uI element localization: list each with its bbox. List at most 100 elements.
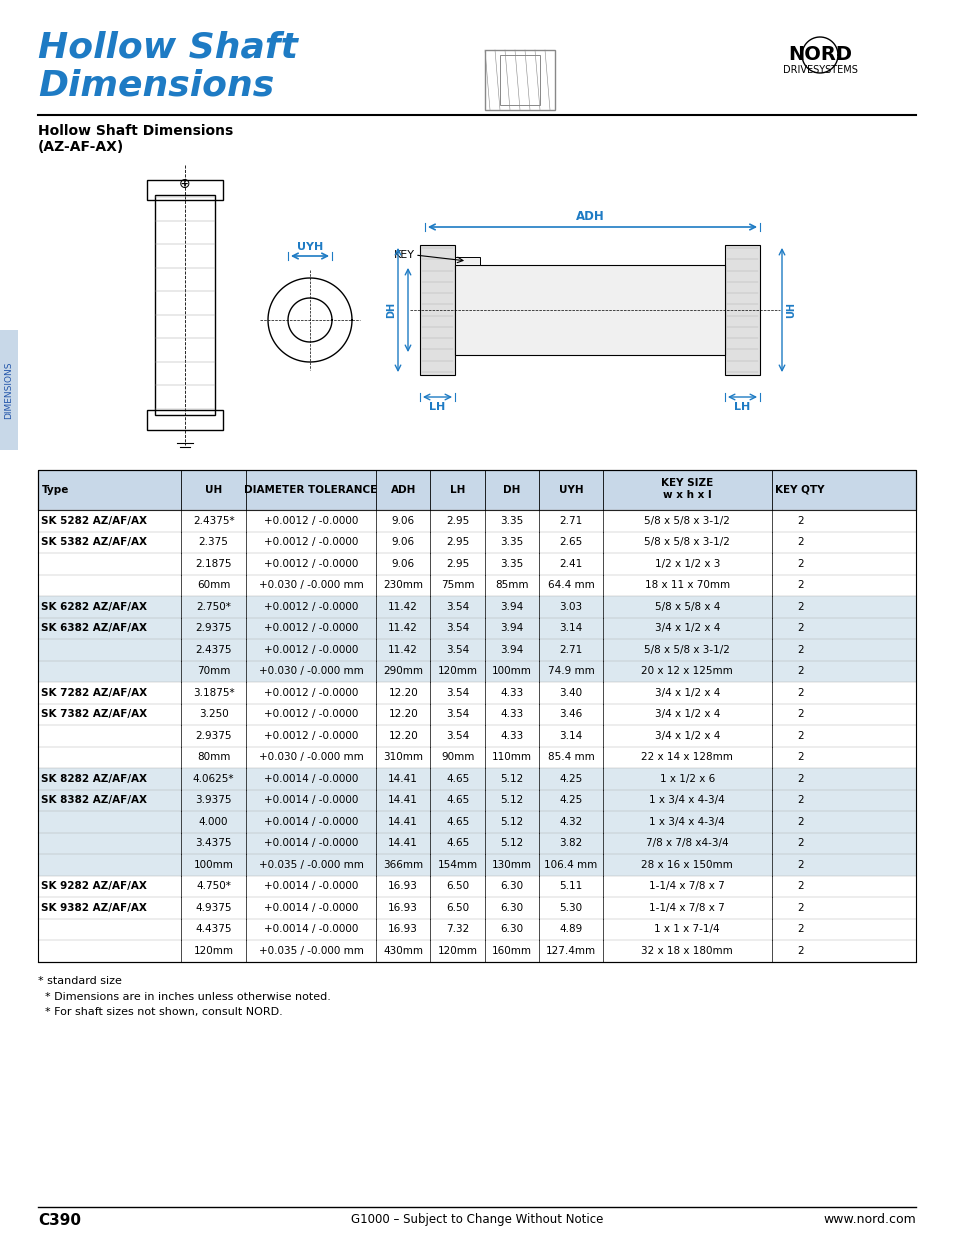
Text: 3/4 x 1/2 x 4: 3/4 x 1/2 x 4	[654, 688, 720, 698]
Text: LH: LH	[734, 403, 750, 412]
Text: 2.65: 2.65	[558, 537, 582, 547]
Text: 1 x 1/2 x 6: 1 x 1/2 x 6	[659, 774, 714, 784]
Text: 1/2 x 1/2 x 3: 1/2 x 1/2 x 3	[654, 558, 720, 569]
Text: 2: 2	[796, 839, 802, 848]
Text: 366mm: 366mm	[383, 860, 423, 869]
Text: 7/8 x 7/8 x4-3/4: 7/8 x 7/8 x4-3/4	[645, 839, 728, 848]
Text: SK 7282 AZ/AF/AX: SK 7282 AZ/AF/AX	[41, 688, 147, 698]
Text: 2.95: 2.95	[446, 537, 469, 547]
Text: 2: 2	[796, 924, 802, 934]
Text: SK 6282 AZ/AF/AX: SK 6282 AZ/AF/AX	[41, 601, 147, 611]
Text: 2.750*: 2.750*	[196, 601, 231, 611]
Text: 14.41: 14.41	[388, 839, 417, 848]
Text: 3.82: 3.82	[558, 839, 582, 848]
Text: 3.03: 3.03	[558, 601, 582, 611]
Text: 9.06: 9.06	[392, 537, 415, 547]
Text: +0.0012 / -0.0000: +0.0012 / -0.0000	[264, 645, 358, 655]
Text: 2: 2	[796, 946, 802, 956]
Bar	[38, 876, 915, 897]
Text: 3/4 x 1/2 x 4: 3/4 x 1/2 x 4	[654, 731, 720, 741]
Bar	[38, 725, 915, 746]
Text: 6.30: 6.30	[500, 903, 523, 913]
Text: 5.12: 5.12	[500, 816, 523, 826]
Text: UH: UH	[785, 303, 795, 317]
Text: 3/4 x 1/2 x 4: 3/4 x 1/2 x 4	[654, 624, 720, 634]
Text: 230mm: 230mm	[383, 580, 423, 590]
Text: SK 8382 AZ/AF/AX: SK 8382 AZ/AF/AX	[41, 795, 147, 805]
Text: www.nord.com: www.nord.com	[822, 1213, 915, 1226]
Text: 3.40: 3.40	[558, 688, 582, 698]
Text: 106.4 mm: 106.4 mm	[544, 860, 597, 869]
Text: 2: 2	[796, 537, 802, 547]
Text: 130mm: 130mm	[492, 860, 532, 869]
Text: 1-1/4 x 7/8 x 7: 1-1/4 x 7/8 x 7	[649, 903, 724, 913]
Text: +0.030 / -0.000 mm: +0.030 / -0.000 mm	[258, 580, 363, 590]
Text: 80mm: 80mm	[196, 752, 230, 762]
Text: +0.0012 / -0.0000: +0.0012 / -0.0000	[264, 709, 358, 719]
Text: +0.0012 / -0.0000: +0.0012 / -0.0000	[264, 624, 358, 634]
Text: 5.12: 5.12	[500, 795, 523, 805]
Text: C390: C390	[38, 1213, 81, 1228]
Text: 9.06: 9.06	[392, 516, 415, 526]
Text: +0.0014 / -0.0000: +0.0014 / -0.0000	[264, 816, 358, 826]
Text: 2.1875: 2.1875	[195, 558, 232, 569]
Text: UYH: UYH	[558, 485, 582, 495]
Text: 4.25: 4.25	[558, 795, 582, 805]
Text: 2.4375: 2.4375	[195, 645, 232, 655]
Text: 4.33: 4.33	[500, 709, 523, 719]
Text: G1000 – Subject to Change Without Notice: G1000 – Subject to Change Without Notice	[351, 1213, 602, 1226]
Text: 14.41: 14.41	[388, 774, 417, 784]
Text: 70mm: 70mm	[196, 666, 230, 677]
Text: +0.0012 / -0.0000: +0.0012 / -0.0000	[264, 731, 358, 741]
Text: DH: DH	[503, 485, 520, 495]
Text: 3.14: 3.14	[558, 624, 582, 634]
Bar	[38, 746, 915, 768]
Text: 2.375: 2.375	[198, 537, 229, 547]
Text: UYH: UYH	[296, 242, 323, 252]
Bar	[38, 704, 915, 725]
Text: 11.42: 11.42	[388, 624, 417, 634]
Text: 6.30: 6.30	[500, 882, 523, 892]
Text: 6.50: 6.50	[446, 903, 469, 913]
Text: 1 x 3/4 x 4-3/4: 1 x 3/4 x 4-3/4	[649, 795, 724, 805]
Text: 110mm: 110mm	[492, 752, 532, 762]
Text: 2: 2	[796, 645, 802, 655]
Text: 4.9375: 4.9375	[195, 903, 232, 913]
Text: 2.71: 2.71	[558, 645, 582, 655]
Text: 9.06: 9.06	[392, 558, 415, 569]
Text: 1-1/4 x 7/8 x 7: 1-1/4 x 7/8 x 7	[649, 882, 724, 892]
Text: 7.32: 7.32	[446, 924, 469, 934]
Bar	[38, 510, 915, 531]
Bar	[38, 940, 915, 962]
Text: +0.0012 / -0.0000: +0.0012 / -0.0000	[264, 537, 358, 547]
Text: * standard size: * standard size	[38, 976, 122, 986]
Bar	[147, 180, 223, 200]
Text: 2: 2	[796, 882, 802, 892]
Text: 2: 2	[796, 816, 802, 826]
Text: KEY: KEY	[394, 249, 415, 261]
Text: 74.9 mm: 74.9 mm	[547, 666, 594, 677]
Text: 310mm: 310mm	[383, 752, 423, 762]
Text: 5.12: 5.12	[500, 774, 523, 784]
Text: * Dimensions are in inches unless otherwise noted.: * Dimensions are in inches unless otherw…	[38, 992, 331, 1002]
Bar	[38, 832, 915, 853]
Text: 4.000: 4.000	[198, 816, 228, 826]
Text: 2: 2	[796, 731, 802, 741]
Text: 2: 2	[796, 516, 802, 526]
Text: 3.94: 3.94	[500, 624, 523, 634]
Text: 6.50: 6.50	[446, 882, 469, 892]
Text: 90mm: 90mm	[440, 752, 474, 762]
Text: 4.65: 4.65	[446, 774, 469, 784]
Bar	[38, 597, 915, 618]
Text: 22 x 14 x 128mm: 22 x 14 x 128mm	[640, 752, 733, 762]
Text: 12.20: 12.20	[388, 731, 417, 741]
Text: 85mm: 85mm	[495, 580, 528, 590]
Bar	[38, 638, 915, 661]
Text: 5.11: 5.11	[558, 882, 582, 892]
Text: 100mm: 100mm	[492, 666, 532, 677]
Bar	[38, 853, 915, 876]
Text: SK 9282 AZ/AF/AX: SK 9282 AZ/AF/AX	[41, 882, 147, 892]
Text: NORD: NORD	[787, 44, 851, 64]
Text: 2: 2	[796, 709, 802, 719]
Text: 75mm: 75mm	[440, 580, 474, 590]
